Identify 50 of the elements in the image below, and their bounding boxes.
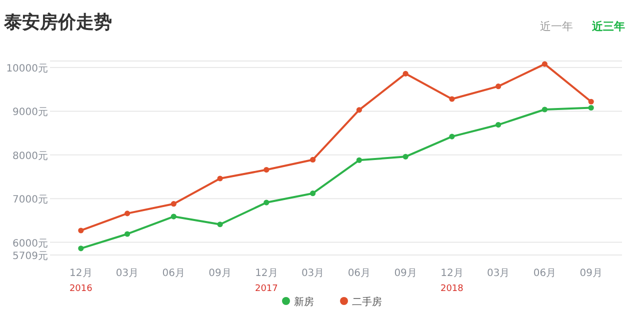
point — [588, 98, 594, 104]
y-tick-label: 6000元 — [12, 238, 48, 250]
point — [78, 228, 84, 234]
x-tick-label: 09月 — [394, 268, 417, 279]
point — [402, 154, 408, 160]
y-tick-label: 5709元 — [12, 251, 48, 262]
x-tick-label: 09月 — [208, 268, 232, 279]
legend-label: 新房 — [294, 296, 314, 308]
point — [449, 96, 455, 102]
x-tick-label: 03月 — [301, 268, 324, 279]
y-tick-label: 9000元 — [12, 107, 48, 118]
point — [217, 176, 223, 182]
x-tick-label: 12月 — [440, 268, 464, 279]
text: 2017 — [254, 284, 278, 294]
text: 2016 — [69, 284, 93, 294]
point — [124, 231, 130, 237]
x-tick-label: 12月 — [255, 268, 278, 279]
text: 近三年 — [591, 20, 625, 33]
x-tick-label: 06月 — [162, 268, 186, 279]
point — [356, 107, 362, 113]
point — [496, 122, 502, 128]
point — [310, 190, 316, 196]
point — [588, 104, 594, 111]
point — [356, 157, 362, 163]
point — [217, 222, 223, 228]
point — [78, 246, 84, 252]
point — [542, 61, 548, 67]
y-tick-label: 8000元 — [12, 150, 48, 162]
point — [542, 106, 548, 112]
point — [496, 84, 502, 90]
point — [170, 201, 176, 207]
text: 2018 — [440, 284, 464, 294]
legend-label: 二手房 — [352, 296, 382, 308]
x-tick-label: 09月 — [580, 268, 602, 279]
point — [264, 166, 270, 173]
x-tick-label: 03月 — [116, 268, 139, 279]
x-tick-label: 12月 — [70, 268, 92, 279]
y-tick-label: 10000元 — [6, 64, 48, 75]
point — [124, 210, 130, 216]
chart-title: 泰安房价走势 — [3, 12, 112, 33]
point — [170, 214, 176, 220]
text: 近一年 — [540, 20, 573, 33]
x-tick-label: 03月 — [486, 268, 510, 279]
point — [402, 70, 408, 76]
y-tick-label: 7000元 — [12, 194, 48, 206]
x-tick-label: 06月 — [533, 268, 556, 279]
point — [264, 200, 270, 206]
point — [449, 134, 455, 140]
x-tick-label: 06月 — [348, 268, 371, 279]
point — [310, 156, 316, 163]
